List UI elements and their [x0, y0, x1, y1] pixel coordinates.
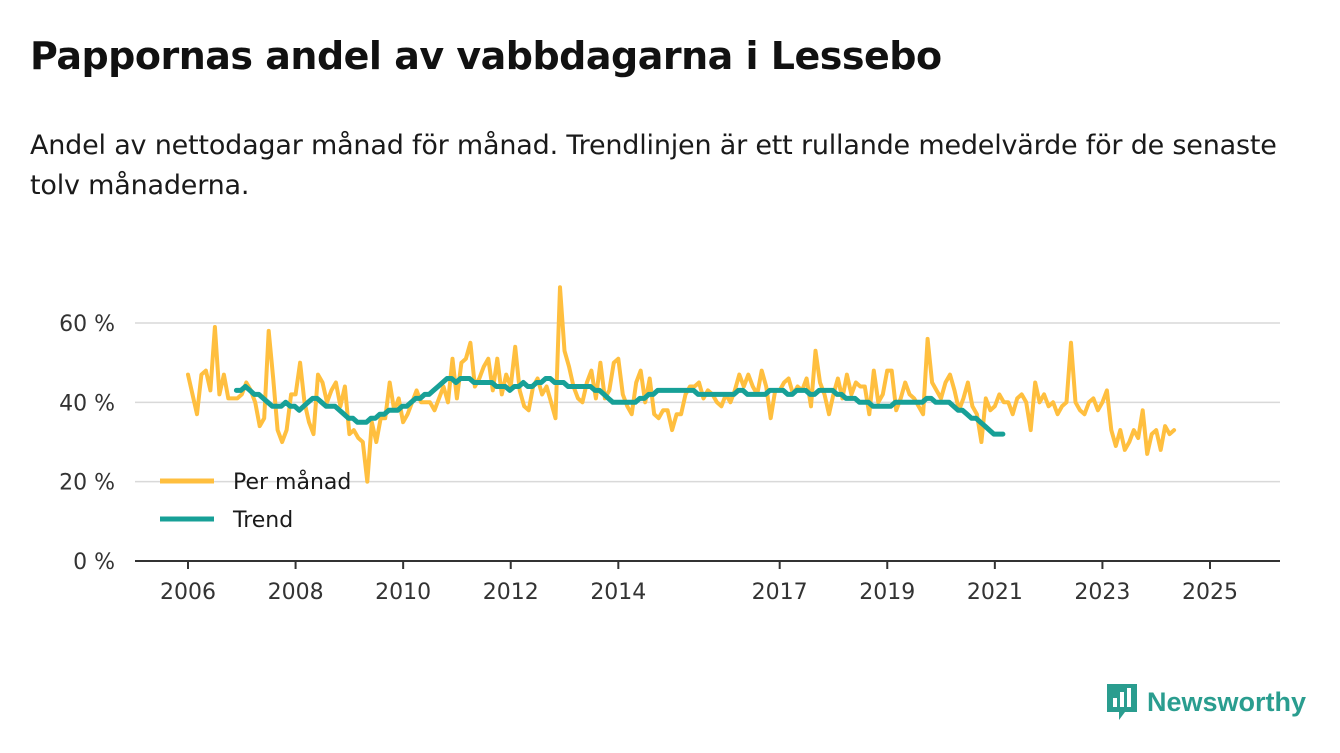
chart-subtitle: Andel av nettodagar månad för månad. Tre…: [30, 130, 1277, 201]
x-tick-label: 2010: [375, 580, 431, 605]
newsworthy-icon: [1106, 684, 1137, 720]
x-tick-label: 2014: [590, 580, 646, 605]
chart-title: Pappornas andel av vabbdagarna i Lessebo: [30, 34, 942, 78]
series-line-per-manad: [186, 285, 1177, 484]
x-tick-label: 2025: [1182, 580, 1238, 605]
x-tick-label: 2008: [268, 580, 324, 605]
series-line-trend: [233, 376, 1006, 437]
x-tick-label: 2006: [160, 580, 216, 605]
brand-logo: Newsworthy: [1105, 682, 1306, 722]
y-tick-label: 60 %: [59, 312, 115, 337]
legend: Per månad Trend: [160, 469, 351, 533]
y-tick-label: 20 %: [59, 471, 115, 496]
x-axis-ticks: 2006 2008 2010 2012 2014 2017 2019 2021 2023 2025: [135, 560, 1280, 605]
y-axis-ticks: 0 % 20 % 40 % 60 %: [59, 312, 115, 575]
x-tick-label: 2017: [752, 580, 808, 605]
x-tick-label: 2019: [859, 580, 915, 605]
x-tick-label: 2023: [1074, 580, 1130, 605]
legend-label: Trend: [232, 508, 293, 533]
brand-name: Newsworthy: [1146, 686, 1306, 717]
y-tick-label: 0 %: [73, 550, 115, 575]
x-tick-label: 2021: [967, 580, 1023, 605]
series-lines: [186, 285, 1177, 484]
x-tick-label: 2012: [483, 580, 539, 605]
legend-label: Per månad: [233, 469, 351, 495]
y-tick-label: 40 %: [59, 391, 115, 416]
